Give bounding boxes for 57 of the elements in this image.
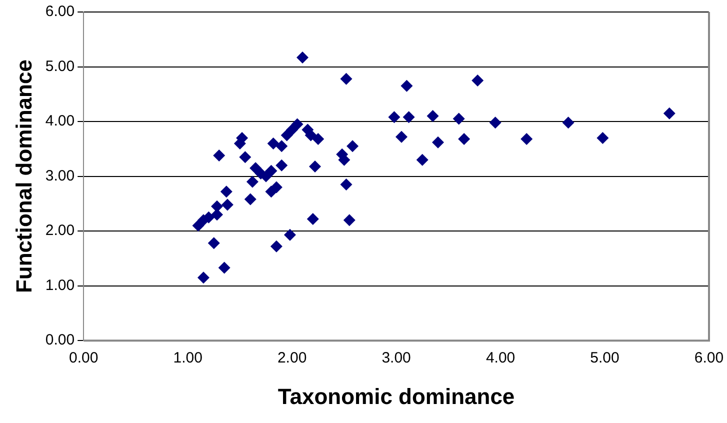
point — [312, 133, 324, 146]
point — [452, 112, 465, 125]
point — [388, 111, 400, 124]
x-tick-label: 2.00 — [277, 350, 307, 367]
point — [416, 154, 428, 166]
point — [276, 159, 288, 172]
y-tick-label: 3.00 — [45, 167, 75, 184]
point — [426, 110, 439, 122]
point — [663, 107, 676, 120]
y-tick-label: 4.00 — [45, 112, 75, 130]
point — [239, 151, 252, 164]
point — [291, 118, 304, 130]
y-tick-label: 6.00 — [45, 3, 75, 20]
point — [520, 133, 533, 146]
point — [308, 160, 321, 172]
y-tick-label: 1.00 — [45, 276, 75, 294]
point — [246, 176, 258, 188]
point — [286, 124, 298, 136]
point — [276, 140, 288, 152]
point — [400, 80, 413, 92]
point — [270, 240, 282, 252]
point — [306, 213, 319, 226]
x-tick-label: 3.00 — [382, 350, 411, 367]
point — [340, 72, 352, 85]
x-tick-label: 4.00 — [486, 350, 516, 367]
point — [596, 132, 609, 144]
y-axis-title: Functional dominance — [11, 60, 36, 294]
point — [197, 272, 210, 284]
point — [396, 130, 408, 143]
point — [296, 51, 308, 64]
point — [218, 262, 230, 274]
point — [221, 198, 234, 211]
x-tick-label: 6.00 — [694, 350, 724, 367]
point — [489, 116, 502, 129]
x-axis-title: Taxonomic dominance — [278, 384, 515, 409]
point — [267, 137, 280, 150]
point — [244, 193, 256, 206]
point — [270, 181, 282, 194]
point — [265, 164, 278, 177]
point — [208, 237, 220, 250]
point — [472, 74, 484, 86]
point — [432, 136, 444, 148]
y-tick-label: 0.00 — [45, 332, 75, 349]
point — [340, 178, 352, 191]
point — [402, 111, 415, 124]
point — [213, 149, 226, 162]
point — [458, 133, 470, 146]
point — [220, 186, 232, 198]
point — [562, 116, 574, 129]
y-tick-label: 2.00 — [45, 222, 75, 240]
y-tick-label: 5.00 — [45, 58, 75, 75]
point — [343, 214, 356, 226]
x-tick-label: 5.00 — [590, 350, 620, 367]
point — [284, 228, 296, 241]
x-tick-label: 0.00 — [68, 350, 98, 367]
point — [346, 140, 359, 152]
x-tick-label: 1.00 — [173, 350, 202, 367]
